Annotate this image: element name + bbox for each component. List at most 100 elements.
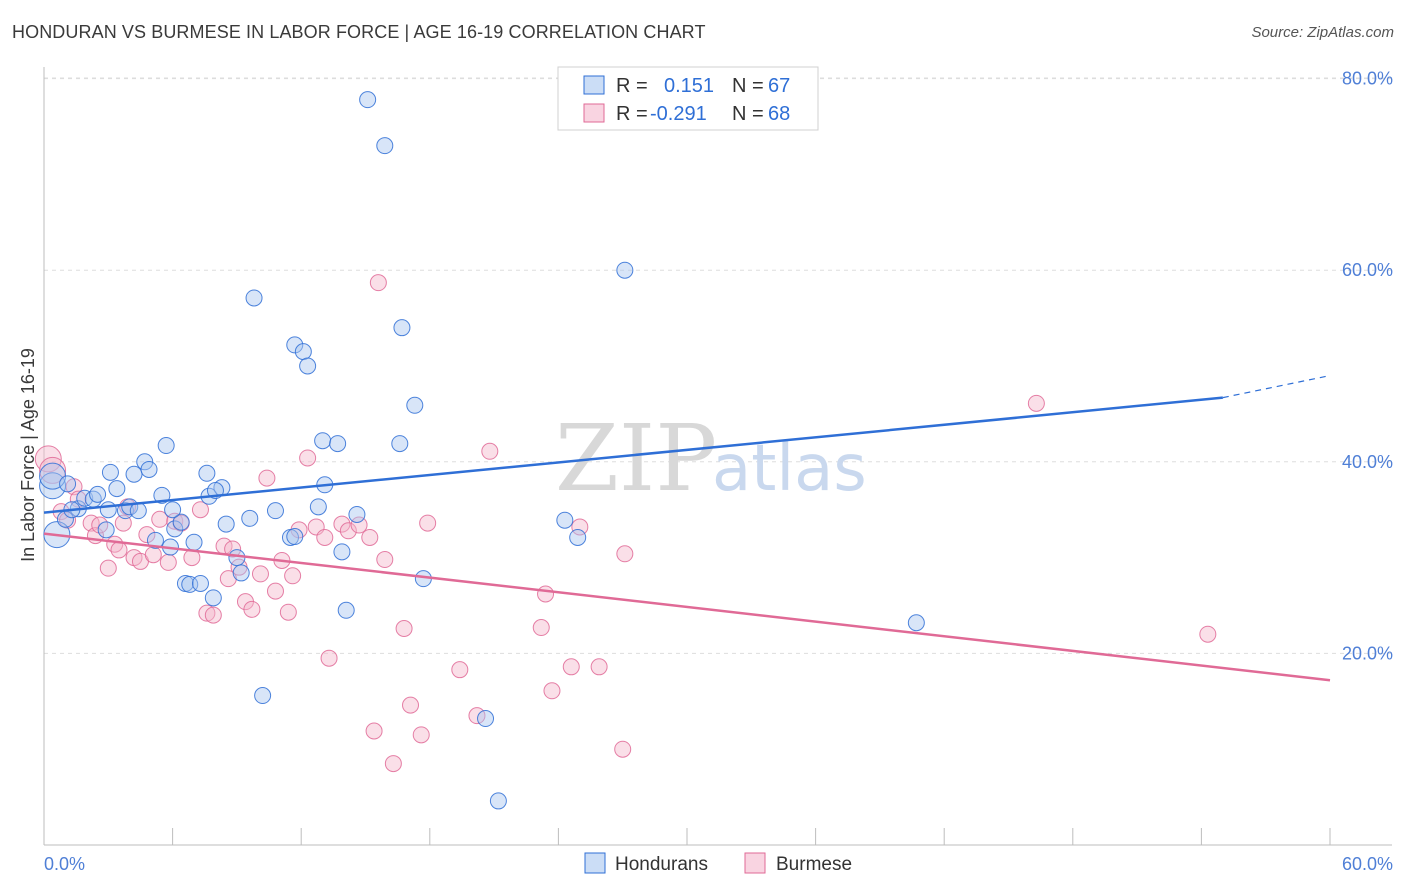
hondurans-point bbox=[172, 513, 190, 531]
burmese-point bbox=[39, 456, 67, 484]
hondurans-point bbox=[97, 521, 115, 539]
hondurans-point bbox=[376, 137, 394, 155]
hondurans-point bbox=[198, 464, 216, 482]
watermark-atlas: atlas bbox=[712, 432, 867, 506]
hondurans-point bbox=[286, 336, 304, 354]
hondurans-point bbox=[406, 396, 424, 414]
burmese-point bbox=[384, 755, 402, 773]
burmese-point bbox=[532, 619, 550, 637]
legend-burmese-label: Burmese bbox=[776, 854, 852, 875]
y-axis-label: In Labor Force | Age 16-19 bbox=[18, 348, 38, 562]
burmese-point bbox=[204, 606, 222, 624]
x-tick-label-max: 60.0% bbox=[1342, 854, 1393, 874]
burmese-point bbox=[543, 682, 561, 700]
hondurans-point bbox=[477, 710, 495, 728]
hondurans-points bbox=[39, 91, 925, 810]
burmese-n-value: 68 bbox=[768, 103, 790, 125]
burmese-point bbox=[402, 696, 420, 714]
hondurans-point bbox=[157, 437, 175, 455]
burmese-point bbox=[1027, 394, 1045, 412]
y-tick-label-60: 60.0% bbox=[1342, 260, 1393, 280]
burmese-point bbox=[376, 551, 394, 569]
hondurans-trend-extension bbox=[1222, 374, 1331, 399]
burmese-point bbox=[159, 553, 177, 571]
hondurans-r-value: 0.151 bbox=[664, 75, 714, 97]
hondurans-point bbox=[569, 528, 587, 546]
burmese-point bbox=[266, 582, 284, 600]
burmese-point bbox=[191, 501, 209, 519]
hondurans-point bbox=[185, 533, 203, 551]
burmese-point bbox=[1199, 625, 1217, 643]
burmese-points bbox=[34, 274, 1217, 773]
burmese-point bbox=[361, 528, 379, 546]
burmese-point bbox=[243, 600, 261, 618]
burmese-point bbox=[451, 661, 469, 679]
y-tick-label-40: 40.0% bbox=[1342, 452, 1393, 472]
hondurans-point bbox=[337, 601, 355, 619]
hondurans-point bbox=[294, 343, 312, 361]
hondurans-point bbox=[333, 543, 351, 561]
hondurans-point bbox=[314, 432, 332, 450]
burmese-point bbox=[99, 559, 117, 577]
burmese-point bbox=[614, 740, 632, 758]
burmese-point bbox=[481, 442, 499, 460]
hondurans-point bbox=[359, 91, 377, 109]
burmese-n-label: N = bbox=[732, 103, 764, 125]
hondurans-point bbox=[108, 480, 126, 498]
hondurans-point bbox=[299, 357, 317, 375]
burmese-point bbox=[144, 546, 162, 564]
hondurans-point bbox=[616, 261, 634, 279]
hondurans-point bbox=[266, 502, 284, 520]
hondurans-point bbox=[391, 435, 409, 453]
hondurans-point bbox=[232, 564, 250, 582]
burmese-point bbox=[258, 469, 276, 487]
burmese-point bbox=[34, 445, 62, 473]
burmese-point bbox=[251, 565, 269, 583]
hondurans-point bbox=[348, 505, 366, 523]
hondurans-point bbox=[217, 515, 235, 533]
legend-burmese-swatch bbox=[744, 852, 766, 874]
hondurans-point bbox=[309, 498, 327, 516]
hondurans-point bbox=[245, 289, 263, 307]
burmese-point bbox=[224, 540, 242, 558]
hondurans-point bbox=[146, 531, 164, 549]
burmese-point bbox=[198, 604, 216, 622]
hondurans-point bbox=[153, 486, 171, 504]
burmese-point bbox=[395, 619, 413, 637]
y-tick-labels: 20.0% 40.0% 60.0% 80.0% bbox=[1342, 69, 1393, 664]
x-axis-ticks bbox=[43, 828, 1331, 845]
burmese-point bbox=[571, 518, 589, 536]
burmese-point bbox=[333, 515, 351, 533]
hondurans-point bbox=[101, 463, 119, 481]
burmese-point bbox=[537, 585, 555, 603]
hondurans-point bbox=[254, 687, 272, 705]
burmese-r-value: -0.291 bbox=[650, 103, 707, 125]
burmese-point bbox=[279, 603, 297, 621]
burmese-point bbox=[299, 449, 317, 467]
source-credit: Source: ZipAtlas.com bbox=[1251, 24, 1394, 41]
hondurans-point bbox=[393, 319, 411, 337]
hondurans-point bbox=[241, 509, 259, 527]
burmese-point bbox=[69, 490, 87, 508]
hondurans-point bbox=[39, 472, 67, 500]
hondurans-point bbox=[125, 465, 143, 483]
legend-hondurans-swatch bbox=[584, 852, 606, 874]
hondurans-point bbox=[89, 485, 107, 503]
burmese-point bbox=[350, 516, 368, 534]
watermark-zip: ZIP bbox=[555, 405, 717, 512]
burmese-r-label: R = bbox=[616, 103, 648, 125]
hondurans-swatch bbox=[583, 75, 605, 95]
burmese-trend-line bbox=[43, 532, 1331, 682]
burmese-point bbox=[616, 545, 634, 563]
hondurans-point bbox=[204, 589, 222, 607]
burmese-point bbox=[590, 658, 608, 676]
trend-lines bbox=[43, 374, 1331, 682]
hondurans-point bbox=[140, 460, 158, 478]
chart-title: HONDURAN VS BURMESE IN LABOR FORCE | AGE… bbox=[12, 22, 706, 42]
burmese-point bbox=[110, 541, 128, 559]
burmese-point bbox=[339, 522, 357, 540]
burmese-point bbox=[151, 510, 169, 528]
burmese-point bbox=[412, 726, 430, 744]
y-tick-label-20: 20.0% bbox=[1342, 643, 1393, 663]
hondurans-n-value: 67 bbox=[768, 75, 790, 97]
